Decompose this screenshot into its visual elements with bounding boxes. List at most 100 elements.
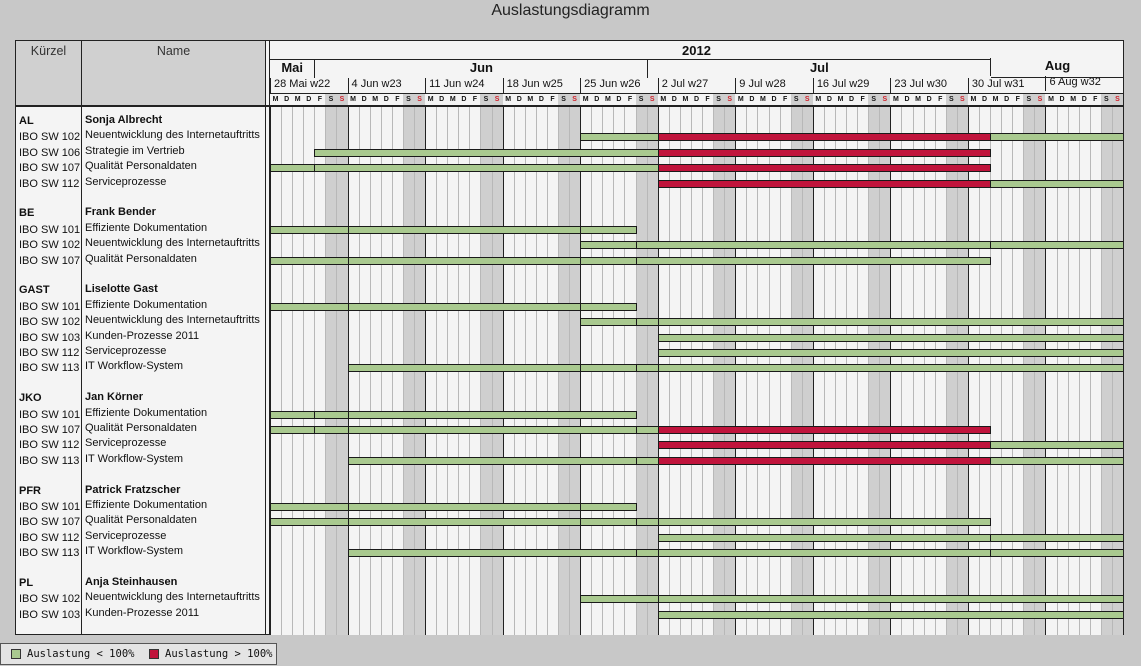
task-code: IBO SW 101 [19, 300, 81, 313]
bar-segment-ok [347, 549, 637, 558]
day-letter: F [1089, 94, 1101, 105]
day-column [990, 93, 1003, 635]
day-letter: S [480, 94, 492, 105]
task-code: IBO SW 102 [19, 131, 81, 144]
week-label: 23 Jul w30 [890, 78, 968, 93]
day-letter: M [1045, 94, 1057, 105]
task-code: IBO SW 102 [19, 316, 81, 329]
bar-segment-ok [314, 426, 349, 434]
day-letter: S [1023, 94, 1035, 105]
month-label: Jul [646, 60, 992, 78]
bar-segment-ok [990, 533, 1123, 542]
day-column [779, 93, 792, 635]
bar-segment-ok [270, 256, 349, 265]
day-column [934, 93, 947, 635]
bar-segment-over [657, 179, 992, 188]
day-column [757, 93, 770, 635]
weekend-column [956, 93, 969, 635]
task-code: IBO SW 112 [19, 347, 80, 359]
task-code: IBO SW 103 [19, 331, 81, 344]
day-letter: D [690, 94, 703, 105]
bar-segment-ok [990, 441, 1123, 450]
column-header-name: Name [82, 41, 265, 105]
day-letter: S [879, 94, 891, 105]
bar-segment-ok [635, 256, 992, 265]
legend-item-over: Auslastung > 100% [149, 648, 272, 660]
task-code: IBO SW 112 [19, 439, 80, 452]
task-name: Neuentwicklung des Internetauftritts [85, 591, 260, 604]
day-letter: F [469, 94, 481, 105]
bar-segment-ok [635, 364, 659, 373]
bar-segment-over [657, 426, 992, 434]
day-letter: D [358, 94, 370, 105]
bar-segment-ok [270, 426, 316, 434]
day-column [668, 93, 681, 635]
day-letter: S [1100, 94, 1112, 105]
task-code: IBO SW 101 [19, 223, 81, 236]
week-label: 2 Jul w27 [657, 78, 736, 93]
day-letter: M [524, 94, 536, 105]
bar-segment-ok [347, 225, 582, 234]
weekend-column [724, 93, 737, 635]
week-label: 25 Jun w26 [580, 78, 658, 93]
bar-segment-ok [990, 179, 1123, 188]
bar-segment-ok [657, 318, 1123, 327]
bar-segment-ok [347, 256, 582, 265]
task-code: IBO SW 107 [19, 424, 81, 436]
bar-segment-ok [657, 533, 992, 542]
bar-segment-ok [635, 426, 659, 434]
task-code: IBO SW 113 [19, 547, 80, 560]
task-code: IBO SW 103 [19, 608, 81, 621]
day-letter: M [369, 94, 381, 105]
day-letter: S [325, 94, 337, 105]
weekend-column [1034, 93, 1047, 635]
year-label: 2012 [682, 43, 711, 58]
bar-segment-ok [657, 610, 1123, 619]
day-letter: M [347, 94, 359, 105]
bar-segment-ok [635, 318, 659, 327]
task-name: Serviceprozesse [85, 529, 167, 542]
day-letter: D [846, 94, 858, 105]
bar-segment-over [657, 148, 992, 157]
day-letter: S [635, 94, 647, 105]
legend-item-ok: Auslastung < 100% [11, 648, 134, 660]
task-name: IT Workflow-System [85, 360, 183, 373]
week-label: 4 Jun w23 [347, 78, 426, 93]
bar-segment-over [657, 164, 992, 173]
bar-segment-ok [580, 256, 637, 265]
weekend-column [1023, 93, 1036, 635]
day-column [901, 93, 914, 635]
day-letter: F [546, 94, 558, 105]
bar-segment-ok [314, 148, 659, 157]
day-column [1056, 93, 1069, 635]
task-name: Strategie im Vertrieb [85, 144, 185, 157]
month-label: Jun [314, 60, 648, 78]
day-letter: S [956, 94, 968, 105]
bar-segment-ok [635, 518, 659, 527]
bar-segment-over [657, 441, 992, 450]
bar-segment-ok [657, 364, 1123, 373]
bar-segment-ok [580, 241, 637, 250]
day-letter: S [868, 94, 880, 105]
bar-segment-ok [270, 164, 316, 173]
legend-label-ok: Auslastung < 100% [27, 648, 135, 660]
day-letter: S [491, 94, 503, 105]
day-letter: F [391, 94, 403, 105]
day-letter: D [613, 94, 625, 105]
task-name: Neuentwicklung des Internetauftritts [85, 237, 260, 250]
bar-segment-ok [580, 133, 659, 142]
day-letter: S [713, 94, 725, 105]
day-letter: S [1111, 94, 1123, 105]
day-column [1001, 93, 1014, 635]
day-column [690, 93, 704, 635]
bar-segment-ok [657, 595, 1123, 604]
bar-segment-ok [347, 426, 637, 434]
day-column [823, 93, 836, 635]
bar-segment-ok [580, 595, 659, 604]
weekend-column [1111, 93, 1123, 635]
day-letter: M [292, 94, 304, 105]
bar-segment-ok [657, 349, 1123, 357]
day-letter: D [380, 94, 392, 105]
day-letter: D [746, 94, 758, 105]
weekend-column [635, 93, 648, 635]
